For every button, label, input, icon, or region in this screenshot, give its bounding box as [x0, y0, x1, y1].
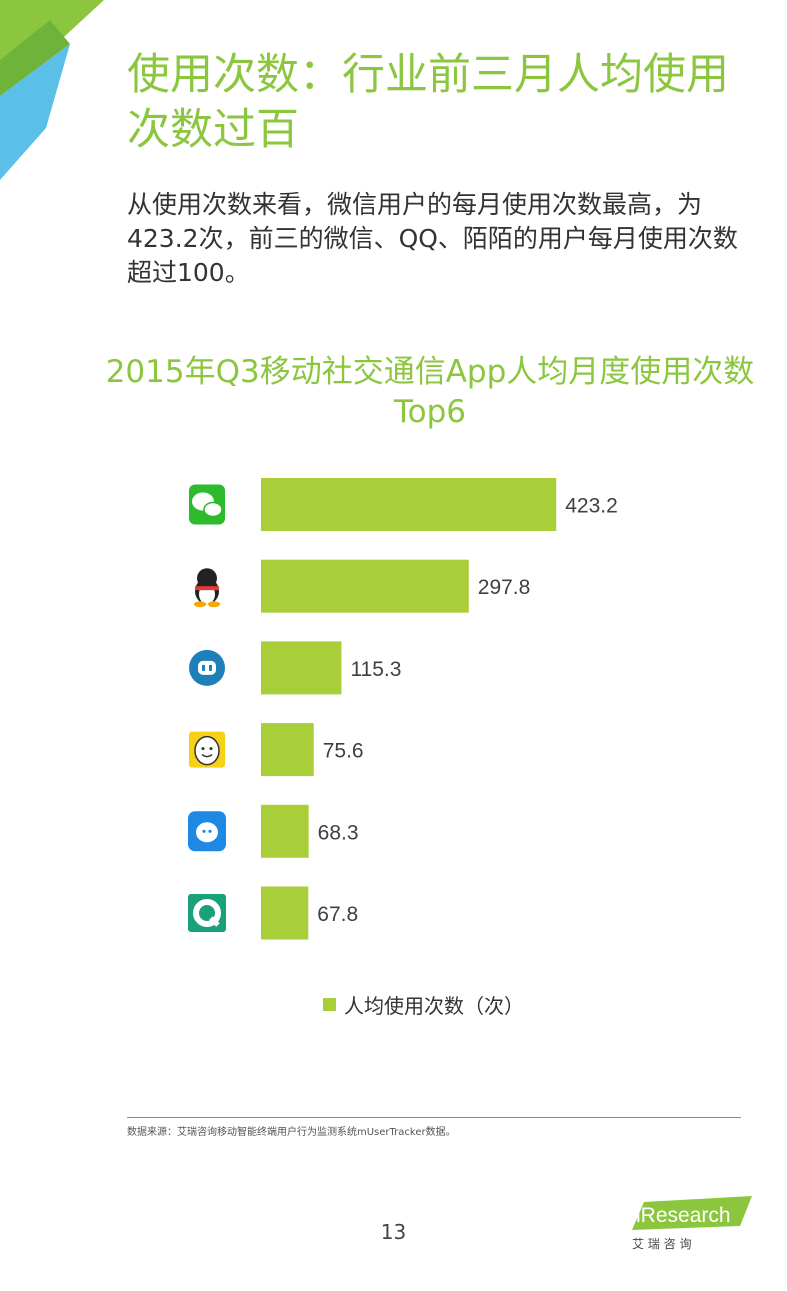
- app4-icon: [189, 731, 225, 768]
- svg-text:iResearch: iResearch: [636, 1204, 731, 1227]
- svg-text:艾 瑞 咨 询: 艾 瑞 咨 询: [632, 1236, 691, 1251]
- bar-value-label: 67.8: [317, 903, 358, 926]
- page-subtitle: 从使用次数来看，微信用户的每月使用次数最高，为423.2次，前三的微信、QQ、陌…: [127, 190, 738, 287]
- bar-value-label: 423.2: [565, 495, 618, 518]
- qq-icon: [194, 568, 220, 608]
- bar-value-label: 297.8: [478, 576, 531, 599]
- bar: [261, 886, 309, 940]
- bar-value-label: 115.3: [350, 658, 401, 681]
- bar-chart: 423.2 297.8 115.3 75.6 68.3 67.8: [188, 478, 618, 940]
- bar: [261, 804, 309, 858]
- iresearch-logo: iResearch 艾 瑞 咨 询: [632, 1196, 752, 1251]
- wechat-icon: [189, 484, 225, 525]
- momo-icon: [189, 649, 225, 686]
- corner-decoration: [0, 0, 104, 180]
- bar-value-label: 68.3: [318, 821, 359, 844]
- bar: [261, 641, 342, 695]
- app6-icon: [188, 894, 226, 932]
- bar: [261, 559, 469, 613]
- source-note: 数据来源：艾瑞咨询移动智能终端用户行为监测系统mUserTracker数据。: [127, 1127, 456, 1138]
- app5-icon: [188, 811, 226, 852]
- chart-legend: 人均使用次数（次）: [323, 990, 524, 1019]
- footer-divider: [127, 1117, 741, 1118]
- bar: [261, 478, 557, 531]
- bar-value-label: 75.6: [323, 740, 364, 763]
- legend-label: 人均使用次数（次）: [344, 994, 524, 1018]
- legend-swatch: [323, 998, 336, 1011]
- page-number: 13: [380, 1220, 407, 1244]
- bar: [261, 723, 314, 777]
- page-title: 使用次数：行业前三月人均使用次数过百: [127, 50, 729, 155]
- chart-title: 2015年Q3移动社交通信App人均月度使用次数Top6: [105, 354, 755, 430]
